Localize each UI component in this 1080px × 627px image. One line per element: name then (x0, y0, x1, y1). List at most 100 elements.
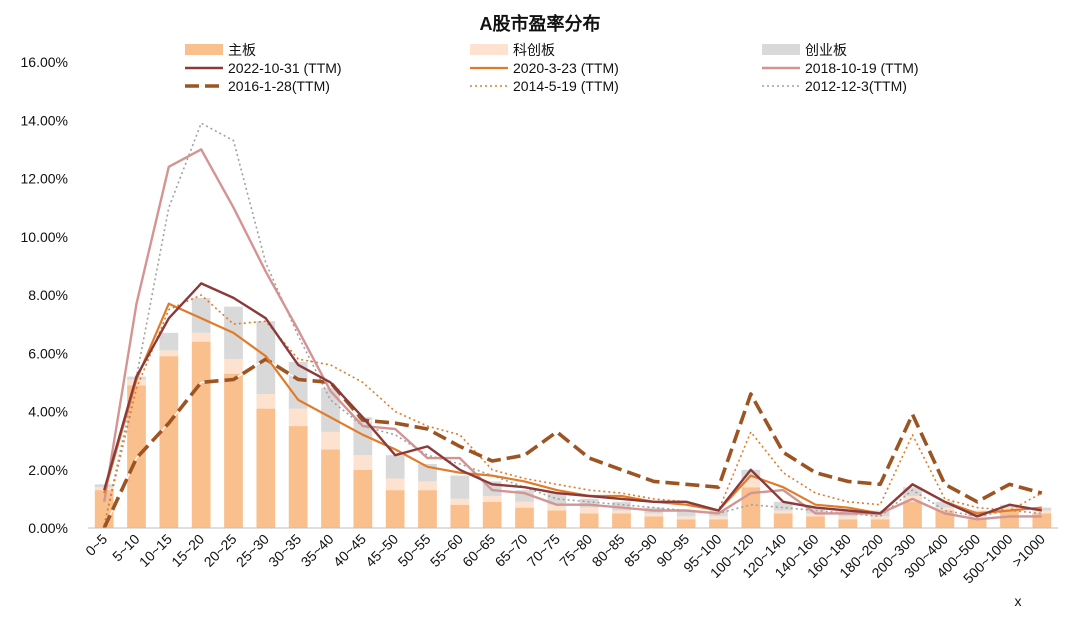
x-tick-label: 0~5 (82, 531, 110, 559)
x-tick-label: 70~75 (524, 531, 563, 570)
bar-segment-main-board (127, 385, 146, 528)
bar-segment-main-board (482, 501, 502, 528)
bar-segment-main-board (676, 519, 696, 528)
bar-segment-star-market (935, 507, 955, 511)
x-tick-label: 60~65 (459, 531, 498, 570)
x-axis: 0~55~1010~1515~2020~2525~3030~3535~4040~… (82, 531, 1048, 587)
bar-segment-star-market (256, 394, 276, 409)
bar-segment-chinext (903, 487, 922, 496)
bar-segment-star-market (1000, 507, 1019, 511)
bar-segment-star-market (644, 513, 664, 517)
bar-segment-star-market (676, 516, 696, 520)
x-tick-label: 35~40 (297, 531, 336, 570)
bar-segment-main-board (612, 513, 631, 528)
bar-segment-star-market (288, 408, 308, 427)
bar-segment-chinext (773, 501, 793, 511)
series-line (102, 357, 1043, 529)
bar-segment-star-market (741, 478, 761, 488)
series-line (103, 302, 1042, 515)
bar-segment-main-board (579, 513, 599, 528)
legend: 主板 科创板 创业板 2022-10-31 (TTM) 2020-3-23 (TTM) 2… (185, 42, 919, 94)
bar-segment-main-board (1000, 510, 1019, 528)
bar-segment-chinext (676, 510, 696, 517)
bar-segment-star-market (579, 507, 599, 514)
chart-title: A股市盈率分布 (480, 13, 601, 34)
bar-segment-chinext (1032, 507, 1052, 511)
bar-segment-star-market (709, 516, 728, 520)
series-line (103, 148, 1042, 521)
bar-segment-main-board (515, 507, 534, 528)
bar-segment-chinext (1000, 504, 1019, 508)
x-tick-label: 50~55 (394, 531, 433, 570)
bar-segment-star-market (967, 516, 987, 520)
x-axis-label: x (1015, 593, 1022, 609)
bar-segment-main-board (191, 341, 211, 528)
bar-segment-star-market (450, 498, 470, 505)
x-tick-label: 75~80 (556, 531, 595, 570)
x-tick-label: 15~20 (168, 531, 207, 570)
bar-segment-chinext (321, 388, 340, 432)
y-tick-label: 6.00% (28, 345, 68, 361)
bar-segment-main-board (321, 449, 340, 528)
bar-segment-star-market (612, 510, 631, 514)
y-tick-label: 2.00% (28, 462, 68, 478)
bar-segment-main-board (547, 510, 567, 528)
x-tick-label: 10~15 (136, 531, 175, 570)
bar-segment-main-board (967, 519, 987, 528)
bar-segment-main-board (870, 519, 890, 528)
bar-segment-main-board (903, 501, 922, 528)
bar-segment-chinext (741, 469, 761, 479)
bar-segment-chinext (288, 361, 308, 409)
y-tick-label: 14.00% (21, 112, 68, 128)
bar-segment-main-board (709, 519, 728, 528)
bar-segment-main-board (224, 373, 243, 528)
bar-segment-main-board (644, 516, 664, 528)
bar-segment-chinext (935, 501, 955, 508)
series-line-highlight (103, 358, 1042, 529)
bar-segment-chinext (385, 455, 405, 479)
bar-segment-chinext (515, 490, 534, 502)
series-line (103, 294, 1043, 526)
legend-label: 2022-10-31 (TTM) (228, 60, 342, 76)
bar-segment-star-market (385, 478, 405, 491)
y-tick-label: 0.00% (28, 520, 68, 536)
bar-segment-star-market (773, 510, 793, 514)
bar-segment-chinext (450, 475, 470, 499)
x-tick-label: 40~45 (330, 531, 369, 570)
bar-segment-star-market (806, 513, 825, 517)
bar-segment-main-board (256, 408, 276, 528)
series-lines (102, 122, 1043, 529)
legend-swatch (470, 44, 508, 55)
bar-segment-main-board (773, 513, 793, 528)
legend-label: 2014-5-19 (TTM) (513, 78, 619, 94)
y-tick-label: 4.00% (28, 404, 68, 420)
bar-segment-chinext (547, 493, 567, 505)
bar-segment-chinext (159, 332, 179, 351)
y-tick-label: 12.00% (21, 171, 68, 187)
bar-segment-star-market (159, 350, 179, 357)
bar-segment-star-market (515, 501, 534, 508)
bar-segment-star-market (870, 516, 890, 520)
bar-segment-star-market (482, 495, 502, 502)
bar-segment-main-board (806, 516, 825, 528)
x-tick-label: 45~50 (362, 531, 401, 570)
x-tick-label: 20~25 (200, 531, 239, 570)
bar-segment-star-market (224, 359, 243, 374)
bar-segment-star-market (547, 504, 567, 511)
legend-swatch (762, 44, 800, 55)
legend-label: 2012-12-3(TTM) (805, 78, 907, 94)
x-tick-label: >1000 (1009, 531, 1048, 570)
bar-segment-main-board (838, 519, 858, 528)
bar-segment-chinext (579, 498, 599, 508)
legend-swatch (185, 44, 223, 55)
bar-segment-star-market (321, 431, 340, 450)
x-tick-label: 30~35 (265, 531, 304, 570)
legend-label: 2020-3-23 (TTM) (513, 60, 619, 76)
legend-label: 2016-1-28(TTM) (228, 78, 330, 94)
bar-segment-star-market (418, 481, 437, 491)
bar-segment-chinext (191, 297, 211, 333)
series-line (103, 122, 1042, 526)
y-tick-label: 10.00% (21, 229, 68, 245)
x-tick-label: 85~90 (621, 531, 660, 570)
